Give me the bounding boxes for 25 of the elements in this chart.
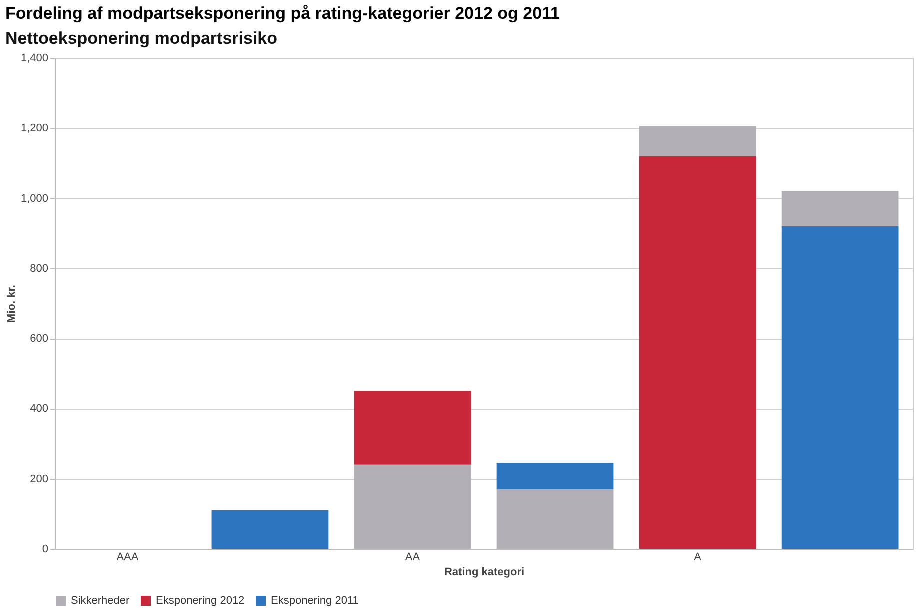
legend-label: Eksponering 2012	[156, 595, 245, 607]
bar	[639, 126, 756, 156]
y-tick-label: 1,400	[20, 52, 48, 64]
y-tick-label: 400	[30, 403, 48, 416]
x-tick-label: A	[694, 552, 702, 564]
bar	[782, 226, 899, 549]
x-axis-title: Rating kategori	[444, 566, 525, 578]
y-axis-title: Mio. kr.	[6, 285, 18, 323]
bar	[212, 510, 329, 549]
bar	[639, 156, 756, 549]
x-tick-label: AAA	[116, 552, 140, 564]
y-tick-label: 600	[30, 333, 48, 346]
legend-label: Sikkerheder	[71, 595, 130, 607]
y-tick-label: 1,200	[20, 122, 48, 135]
y-tick-label: 200	[30, 473, 48, 486]
bar	[354, 391, 472, 465]
bar	[496, 463, 614, 490]
chart-title: Fordeling af modpartseksponering på rating-kategorier 2012 og 2011	[5, 4, 560, 23]
x-tick-label: AA	[405, 552, 421, 564]
bar	[782, 191, 899, 226]
y-tick-label: 1,000	[20, 192, 48, 205]
y-tick-label: 800	[30, 262, 48, 275]
y-tick-label: 0	[42, 544, 48, 556]
chart-subtitle: Nettoeksponering modpartsrisiko	[5, 29, 278, 48]
legend-label: Eksponering 2011	[271, 595, 359, 607]
